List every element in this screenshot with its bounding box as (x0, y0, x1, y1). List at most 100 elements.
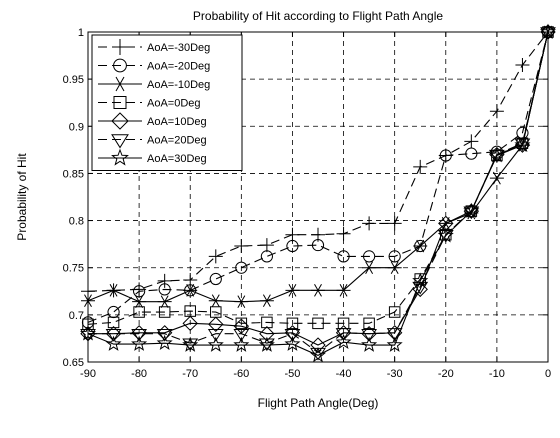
x-tick-label: -40 (336, 368, 352, 380)
data-point (413, 239, 428, 253)
data-point (207, 329, 224, 342)
x-tick-label: -10 (489, 368, 505, 380)
y-tick-label: 1 (78, 27, 84, 39)
x-axis: -90 -80 -70 -60 -50 -40 -30 -20 -10 0 (80, 32, 551, 380)
legend: AoA=-30Deg AoA=-20Deg AoA=-10Deg AoA=0Deg Ao… (91, 34, 243, 171)
data-point (286, 239, 299, 253)
data-point (156, 329, 173, 342)
data-point (515, 58, 530, 72)
data-point (284, 329, 301, 342)
data-point (132, 282, 147, 297)
data-point (361, 336, 378, 352)
data-point (207, 336, 224, 352)
data-point (465, 205, 478, 217)
data-point (465, 147, 478, 160)
data-point (233, 336, 250, 352)
data-point (463, 206, 480, 220)
x-tick-label: 0 (545, 368, 551, 380)
y-tick-label: 0.65 (63, 357, 84, 369)
legend-marker (112, 39, 128, 55)
data-point (361, 329, 378, 342)
data-point (387, 261, 402, 275)
data-point (488, 147, 505, 163)
data-point (311, 284, 325, 297)
series-7 (79, 23, 557, 363)
data-point (209, 272, 222, 286)
data-point (131, 335, 148, 351)
x-tick-label: -70 (182, 368, 198, 380)
data-point (363, 317, 375, 330)
data-point (335, 328, 352, 341)
data-point (387, 216, 402, 231)
legend-label: AoA=-20Deg (147, 61, 210, 73)
legend-marker (111, 112, 129, 130)
data-point (105, 335, 122, 351)
data-point (285, 227, 300, 242)
data-point (540, 27, 556, 40)
data-point (233, 329, 250, 342)
legend-entry: AoA=-10Deg (98, 76, 210, 92)
data-point (363, 250, 376, 263)
y-tick-label: 0.95 (63, 74, 84, 86)
data-point (133, 285, 146, 298)
data-point (131, 329, 148, 342)
plot-frame (87, 31, 549, 363)
data-point (286, 317, 299, 330)
legend-marker (113, 58, 127, 73)
x-tick-label: -90 (80, 368, 96, 380)
data-point (337, 250, 350, 263)
legend-label: AoA=10Deg (147, 116, 207, 128)
data-point (362, 216, 377, 231)
data-point (259, 238, 274, 253)
data-point (464, 134, 479, 149)
data-point (234, 295, 249, 308)
data-point (362, 261, 377, 275)
data-point (260, 250, 273, 263)
data-point (412, 272, 429, 288)
legend-entry: AoA=0Deg (98, 96, 201, 110)
data-point (235, 261, 248, 274)
chart-title: Probability of Hit according to Flight P… (193, 9, 443, 23)
legend-label: AoA=-10Deg (147, 79, 210, 91)
data-point (208, 294, 223, 308)
data-point (336, 226, 351, 241)
data-point (261, 316, 273, 329)
data-point (157, 295, 172, 308)
data-point (489, 171, 504, 185)
series-line (87, 31, 549, 323)
data-point (156, 334, 173, 350)
data-point (439, 149, 452, 162)
data-point (182, 315, 198, 332)
data-point (309, 346, 327, 363)
series-layer (79, 23, 557, 363)
legend-marker (112, 76, 128, 92)
legend-entry: AoA=20Deg (98, 134, 207, 149)
legend-entry: AoA=10Deg (98, 112, 207, 130)
legend-entry: AoA=-30Deg (98, 39, 210, 55)
data-point (107, 316, 120, 329)
data-point (514, 136, 531, 152)
data-point (106, 284, 121, 297)
legend-label: AoA=-30Deg (147, 42, 210, 54)
data-point (284, 335, 301, 351)
data-point (388, 306, 401, 318)
x-tick-label: -30 (387, 368, 403, 380)
data-point (132, 295, 147, 308)
y-tick-label: 0.75 (63, 263, 84, 275)
y-tick-label: 0.8 (69, 216, 84, 228)
data-point (388, 250, 401, 263)
data-point (311, 238, 325, 252)
data-point (386, 336, 403, 352)
data-point (208, 316, 224, 332)
x-tick-label: -80 (131, 368, 147, 380)
legend-entry: AoA=-20Deg (98, 58, 210, 73)
x-tick-label: -50 (284, 368, 300, 380)
x-axis-label: Flight Path Angle(Deg) (258, 396, 379, 410)
data-point (386, 328, 403, 341)
data-point (259, 326, 275, 342)
y-tick-label: 0.9 (69, 121, 84, 133)
series-line (88, 31, 549, 354)
legend-marker (113, 96, 127, 109)
data-point (336, 284, 351, 297)
